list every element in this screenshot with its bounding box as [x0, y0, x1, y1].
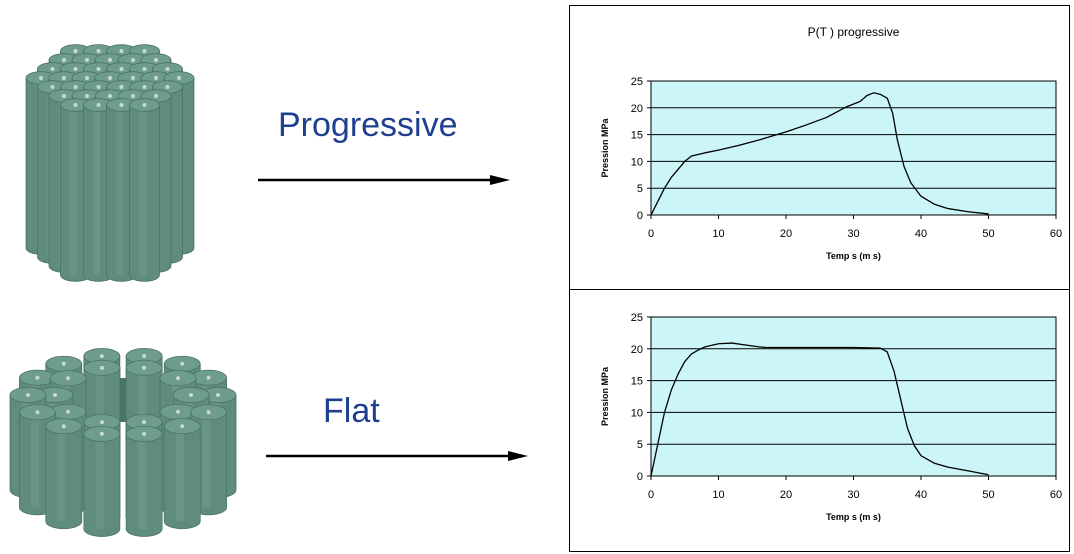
x-tick-label: 40 [915, 228, 927, 240]
x-tick-label: 20 [780, 489, 792, 501]
y-tick-label: 10 [631, 407, 643, 419]
grain-rod [45, 418, 83, 530]
y-tick-label: 25 [631, 76, 643, 88]
plot-area [650, 316, 1057, 477]
y-tick-label: 5 [637, 183, 643, 195]
x-tick-label: 60 [1050, 228, 1062, 240]
progressive-grain-image [25, 44, 195, 282]
x-tick-label: 50 [982, 228, 994, 240]
y-tick-label: 5 [637, 439, 643, 451]
series-line [650, 92, 989, 216]
x-tick-label: 20 [780, 228, 792, 240]
x-tick-label: 0 [648, 489, 654, 501]
flat-grain-image [9, 348, 237, 537]
grain-rod [83, 98, 114, 282]
flat-chart: 0 5 10 15 20 25 0 10 20 30 40 50 60 Temp s (m s) Press… [600, 312, 1062, 522]
y-tick-label: 0 [637, 471, 643, 483]
x-tick-label: 10 [712, 228, 724, 240]
x-tick-label: 40 [915, 489, 927, 501]
progressive-label: Progressive [278, 106, 458, 144]
y-axis-label: Pression MPa [600, 366, 610, 426]
series-line [650, 342, 989, 477]
y-tick-label: 20 [631, 344, 643, 356]
grain-rod [129, 98, 160, 282]
x-tick-label: 30 [847, 489, 859, 501]
y-axis-label: Pression MPa [600, 117, 610, 177]
x-tick-label: 50 [982, 489, 994, 501]
x-tick-label: 10 [712, 489, 724, 501]
x-tick-label: 60 [1050, 489, 1062, 501]
progressive-arrow [258, 175, 510, 185]
y-tick-label: 20 [631, 103, 643, 115]
grain-rod [83, 425, 121, 537]
y-tick-label: 0 [637, 210, 643, 222]
y-tick-label: 15 [631, 130, 643, 142]
plot-area [650, 80, 1057, 216]
progressive-chart: 0 5 10 15 20 25 0 10 20 30 40 50 60 P(T ) progressive… [600, 25, 1062, 261]
x-axis-label: Temp s (m s) [826, 251, 881, 261]
y-tick-label: 25 [631, 312, 643, 324]
y-tick-label: 15 [631, 376, 643, 388]
flat-arrow [266, 451, 528, 461]
chart-title: P(T ) progressive [808, 25, 900, 39]
grain-rod [60, 98, 91, 282]
x-tick-label: 30 [847, 228, 859, 240]
chart-divider [569, 289, 1070, 290]
grain-rod [125, 425, 163, 537]
grain-rod [106, 98, 137, 282]
flat-label: Flat [323, 392, 380, 430]
y-tick-label: 10 [631, 156, 643, 168]
grain-rod [163, 418, 201, 530]
x-tick-label: 0 [648, 228, 654, 240]
x-axis-label: Temp s (m s) [826, 512, 881, 522]
